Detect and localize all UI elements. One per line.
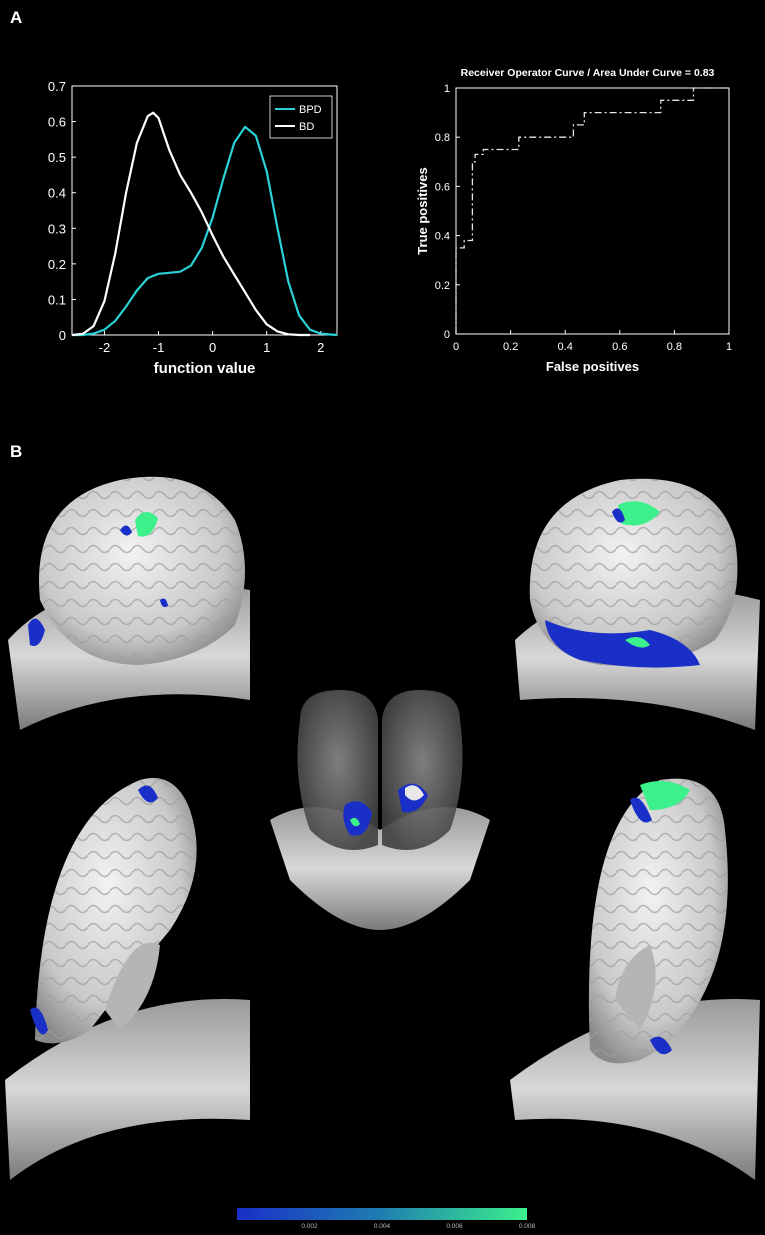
density-ytick-label: 0.4 [48, 186, 66, 201]
roc-xtick-label: 0.8 [667, 341, 682, 353]
roc-ytick-label: 1 [444, 83, 450, 95]
density-ytick-label: 0.7 [48, 79, 66, 94]
density-xtick-label: -1 [153, 340, 165, 355]
roc-ytick-label: 0.6 [435, 181, 450, 193]
density-chart: -2 -1 0 1 2 0 0.1 0.2 0.3 0.4 0.5 0.6 0.7 function va… [48, 79, 338, 377]
legend-label-bd: BD [299, 121, 314, 133]
density-series-bd [71, 111, 310, 337]
roc-ytick-label: 0.2 [435, 280, 450, 292]
density-xtick-label: -2 [99, 340, 111, 355]
density-ytick-label: 0 [59, 328, 66, 343]
roc-xtick-label: 0.2 [503, 341, 518, 353]
brain-view-top-left [8, 476, 250, 730]
colorbar-tick-label: 0.008 [519, 1223, 536, 1230]
roc-plot-area [455, 87, 730, 335]
roc-xtick-label: 0.6 [612, 341, 627, 353]
brain-view-top-right [515, 478, 760, 730]
roc-xlabel: False positives [546, 359, 639, 374]
roc-chart: Receiver Operator Curve / Area Under Cur… [415, 67, 732, 374]
roc-ylabel: True positives [415, 167, 430, 254]
density-xtick-label: 0 [209, 340, 216, 355]
colorbar-gradient [237, 1208, 527, 1220]
density-xtick-label: 1 [263, 340, 270, 355]
density-ytick-label: 0.3 [48, 221, 66, 236]
brain-view-bottom-right [510, 778, 760, 1180]
density-ytick-label: 0.1 [48, 292, 66, 307]
roc-ytick-label: 0 [444, 329, 450, 341]
roc-title: Receiver Operator Curve / Area Under Cur… [461, 67, 715, 79]
colorbar-tick-label: 0.004 [374, 1223, 391, 1230]
density-ytick-label: 0.2 [48, 257, 66, 272]
panel-label-b: B [10, 442, 23, 461]
roc-xtick-label: 0 [453, 341, 459, 353]
density-ytick-label: 0.6 [48, 115, 66, 130]
density-xtick-label: 2 [317, 340, 324, 355]
colorbar-tick-label: 0.002 [301, 1223, 318, 1230]
density-legend [269, 95, 333, 139]
roc-xtick-label: 0.4 [558, 341, 573, 353]
density-ytick-label: 0.5 [48, 150, 66, 165]
density-xlabel: function value [154, 360, 256, 377]
colorbar-tick-label: 0.006 [446, 1223, 463, 1230]
legend-label-bpd: BPD [299, 104, 322, 116]
density-series-bpd [72, 125, 338, 337]
panel-label-a: A [10, 8, 23, 27]
brain-view-bottom-left [5, 778, 250, 1180]
roc-ytick-label: 0.8 [435, 132, 450, 144]
roc-xtick-label: 1 [726, 341, 732, 353]
brain-view-center [270, 690, 490, 930]
roc-ytick-label: 0.4 [435, 231, 450, 243]
